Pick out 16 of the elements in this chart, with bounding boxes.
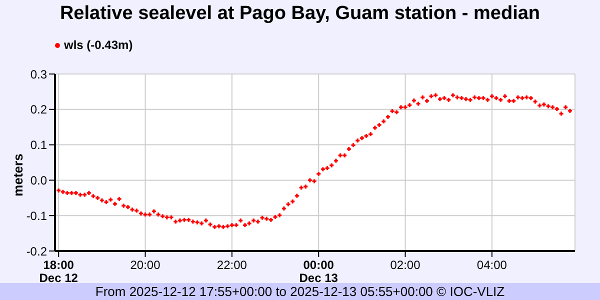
y-tick-label: 0.2 — [30, 102, 48, 117]
legend-label: wls (-0.43m) — [64, 38, 133, 52]
x-tick-label: 02:00 — [390, 258, 421, 272]
y-tick-label: 0.0 — [30, 173, 48, 188]
y-tick-label: 0.1 — [30, 138, 48, 152]
x-tick-label: 18:00 Dec 12 — [39, 258, 78, 285]
x-tick-label: 04:00 — [476, 258, 508, 272]
x-tick-label: 22:00 — [216, 258, 248, 272]
x-tick-label: 00:00 Dec 13 — [299, 258, 338, 285]
y-tick-label: -0.1 — [26, 208, 48, 223]
y-tick-label: -0.2 — [26, 244, 48, 258]
y-axis-title: meters — [10, 154, 26, 196]
x-tick-label: 20:00 — [130, 258, 161, 272]
text: From 2025-12-12 17:55+00:00 to 2025-12-13 05:55+00:00 © IOC-VLIZ — [95, 284, 505, 299]
chart-title: Relative sealevel at Pago Bay, Guam station - median — [58, 3, 542, 25]
y-tick-label: 0.3 — [30, 67, 48, 82]
